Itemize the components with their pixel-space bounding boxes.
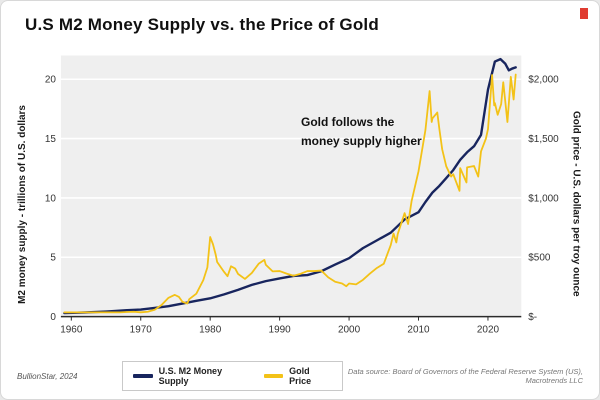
svg-text:1990: 1990 [268,325,291,336]
data-source-text: Data source: Board of Governors of the F… [347,367,583,385]
credit-text: BullionStar, 2024 [17,371,78,381]
chart-footer: BullionStar, 2024 U.S. M2 Money Supply Go… [17,361,583,391]
brand-corner-mark [580,8,588,19]
legend-label: U.S. M2 Money Supply [158,366,223,386]
y-axis-label-left: M2 money supply - trillions of U.S. doll… [17,104,29,304]
svg-text:2000: 2000 [338,325,361,336]
chart-area: M2 money supply - trillions of U.S. doll… [15,45,585,363]
svg-text:$1,500: $1,500 [528,134,559,145]
legend-item: U.S. M2 Money Supply [133,366,250,386]
svg-text:2020: 2020 [477,325,500,336]
chart-title: U.S M2 Money Supply vs. the Price of Gol… [25,15,379,34]
svg-text:$2,000: $2,000 [528,75,559,86]
y-axis-label-right: Gold price - U.S. dollars per troy ounce [570,111,582,297]
svg-text:0: 0 [50,312,56,323]
svg-text:1970: 1970 [130,325,153,336]
svg-text:10: 10 [45,193,57,204]
svg-text:$1,000: $1,000 [528,193,559,204]
svg-text:1980: 1980 [199,325,222,336]
legend-line-swatch [264,374,284,378]
chart-annotation: Gold follows the money supply higher [301,115,422,149]
legend-item: Gold Price [264,366,332,386]
svg-text:20: 20 [45,75,57,86]
svg-text:$500: $500 [528,253,551,264]
legend-line-swatch [133,374,153,378]
svg-text:1960: 1960 [60,325,83,336]
legend-label: Gold Price [289,366,312,386]
svg-text:5: 5 [50,253,56,264]
chart-legend: U.S. M2 Money Supply Gold Price [122,361,343,391]
svg-text:$-: $- [528,312,537,323]
svg-text:2010: 2010 [407,325,430,336]
line-chart: 1960 1970 1980 1990 2000 2010 2020 0 5 10 15 20 $- $5… [45,55,559,336]
svg-text:15: 15 [45,134,57,145]
